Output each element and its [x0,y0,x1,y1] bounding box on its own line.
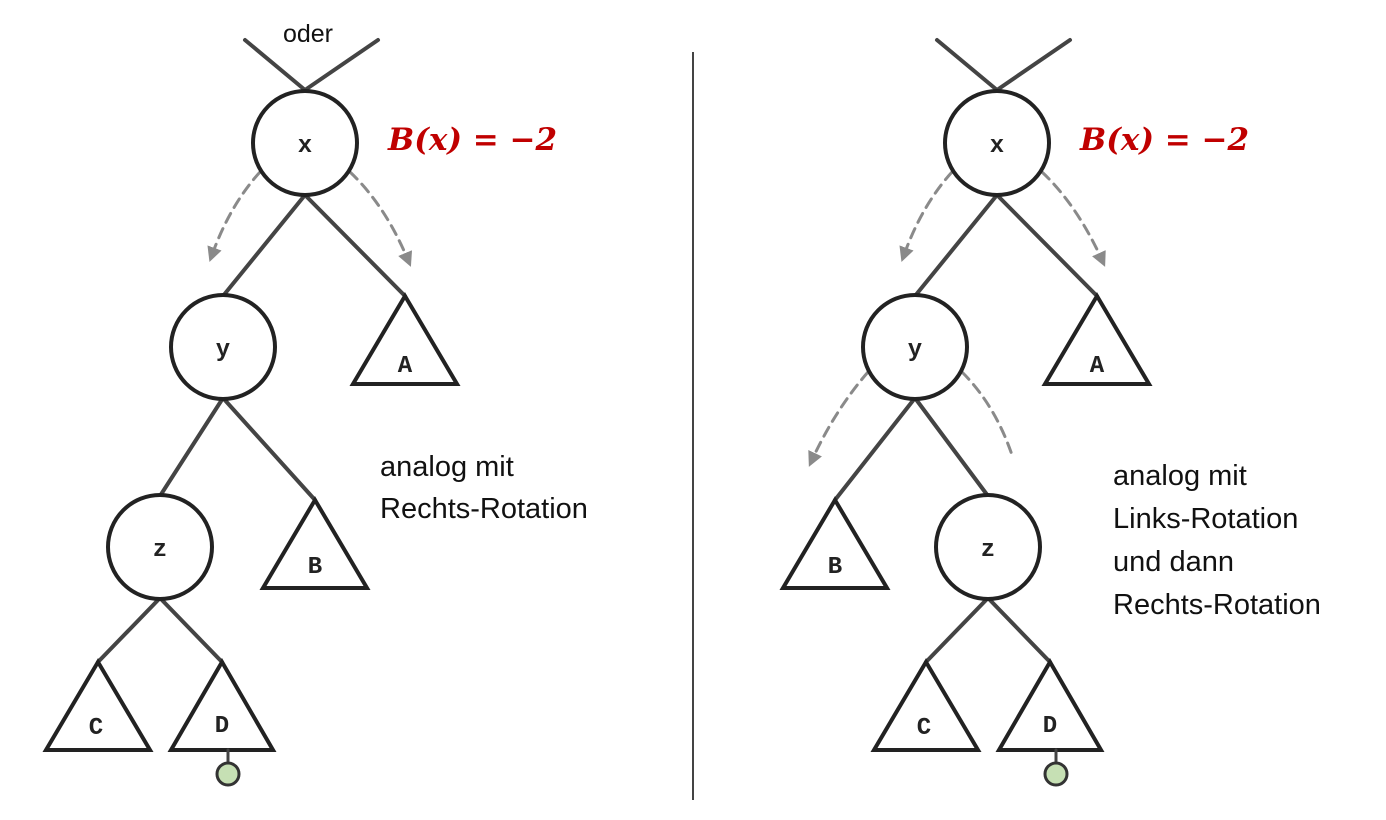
right-subtree-b-label: B [828,554,842,581]
right-subtree-d-label: D [1043,713,1057,740]
left-subtree-d-label: D [215,713,229,740]
left-node-y [169,293,277,401]
left-note-line-2: Rechts-Rotation [380,493,588,525]
left-edge-y-z [158,396,225,498]
left-subtree-a [349,292,461,386]
right-subtree-d [995,658,1105,752]
left-subtree-b [259,496,371,590]
right-subtree-c-label: C [917,715,931,742]
left-note-line-1: analog mit [380,451,514,483]
oder-label: oder [283,20,333,48]
right-subtree-a [1041,292,1153,386]
left-edge-z-c [96,596,162,664]
left-edge-y-b [221,396,317,502]
right-dashed-arrow-y-right [960,370,1014,457]
left-dashed-arrow-right [348,170,413,267]
left-balance-formula: B(x) = −2 [387,122,557,158]
right-note-line-4: Rechts-Rotation [1113,589,1321,621]
left-node-x-label: x [298,133,312,160]
left-insert-point [215,761,241,787]
right-subtree-a-label: A [1090,353,1105,380]
left-subtree-c-label: C [89,715,103,742]
right-node-z [934,493,1042,601]
right-dashed-arrow-x-left [899,170,954,263]
left-node-z [106,493,214,601]
left-parent-edge-left [243,38,307,92]
left-dashed-arrow-left [207,170,262,263]
left-subtree-a-label: A [398,353,413,380]
right-edge-x-y [913,193,999,298]
right-note-line-2: Links-Rotation [1113,503,1298,535]
right-node-x-label: x [990,133,1004,160]
right-node-z-label: z [981,537,995,564]
left-subtree-d [167,658,277,752]
left-edge-z-d [158,596,224,664]
right-panel: x y z A B C D B(x) = −2 analog mit Links… [779,38,1321,787]
left-node-z-label: z [153,537,167,564]
right-node-y-label: y [908,337,922,364]
right-note-line-3: und dann [1113,546,1234,578]
left-parent-edge-right [303,38,380,92]
right-edge-y-b [833,396,917,502]
right-edge-z-c [924,596,990,664]
left-node-y-label: y [216,337,230,364]
left-subtree-c [42,658,154,752]
left-edge-x-y [221,193,307,298]
left-subtree-b-label: B [308,554,322,581]
left-node-x [251,89,359,197]
right-edge-x-a [995,193,1099,298]
right-subtree-c [870,658,982,752]
right-balance-formula: B(x) = −2 [1079,122,1249,158]
left-panel: oder x y z A B C D B(x) = −2 ana [42,20,588,787]
right-edge-y-z [913,396,990,498]
right-parent-edge-left [935,38,999,92]
left-edge-x-a [303,193,407,298]
right-note-line-1: analog mit [1113,460,1247,492]
right-edge-z-d [986,596,1052,664]
right-dashed-arrow-x-right [1040,170,1106,267]
right-subtree-b [779,496,891,590]
right-insert-point [1043,761,1069,787]
right-node-x [943,89,1051,197]
right-parent-edge-right [995,38,1072,92]
right-dashed-arrow-y-left [808,370,870,467]
right-node-y [861,293,969,401]
